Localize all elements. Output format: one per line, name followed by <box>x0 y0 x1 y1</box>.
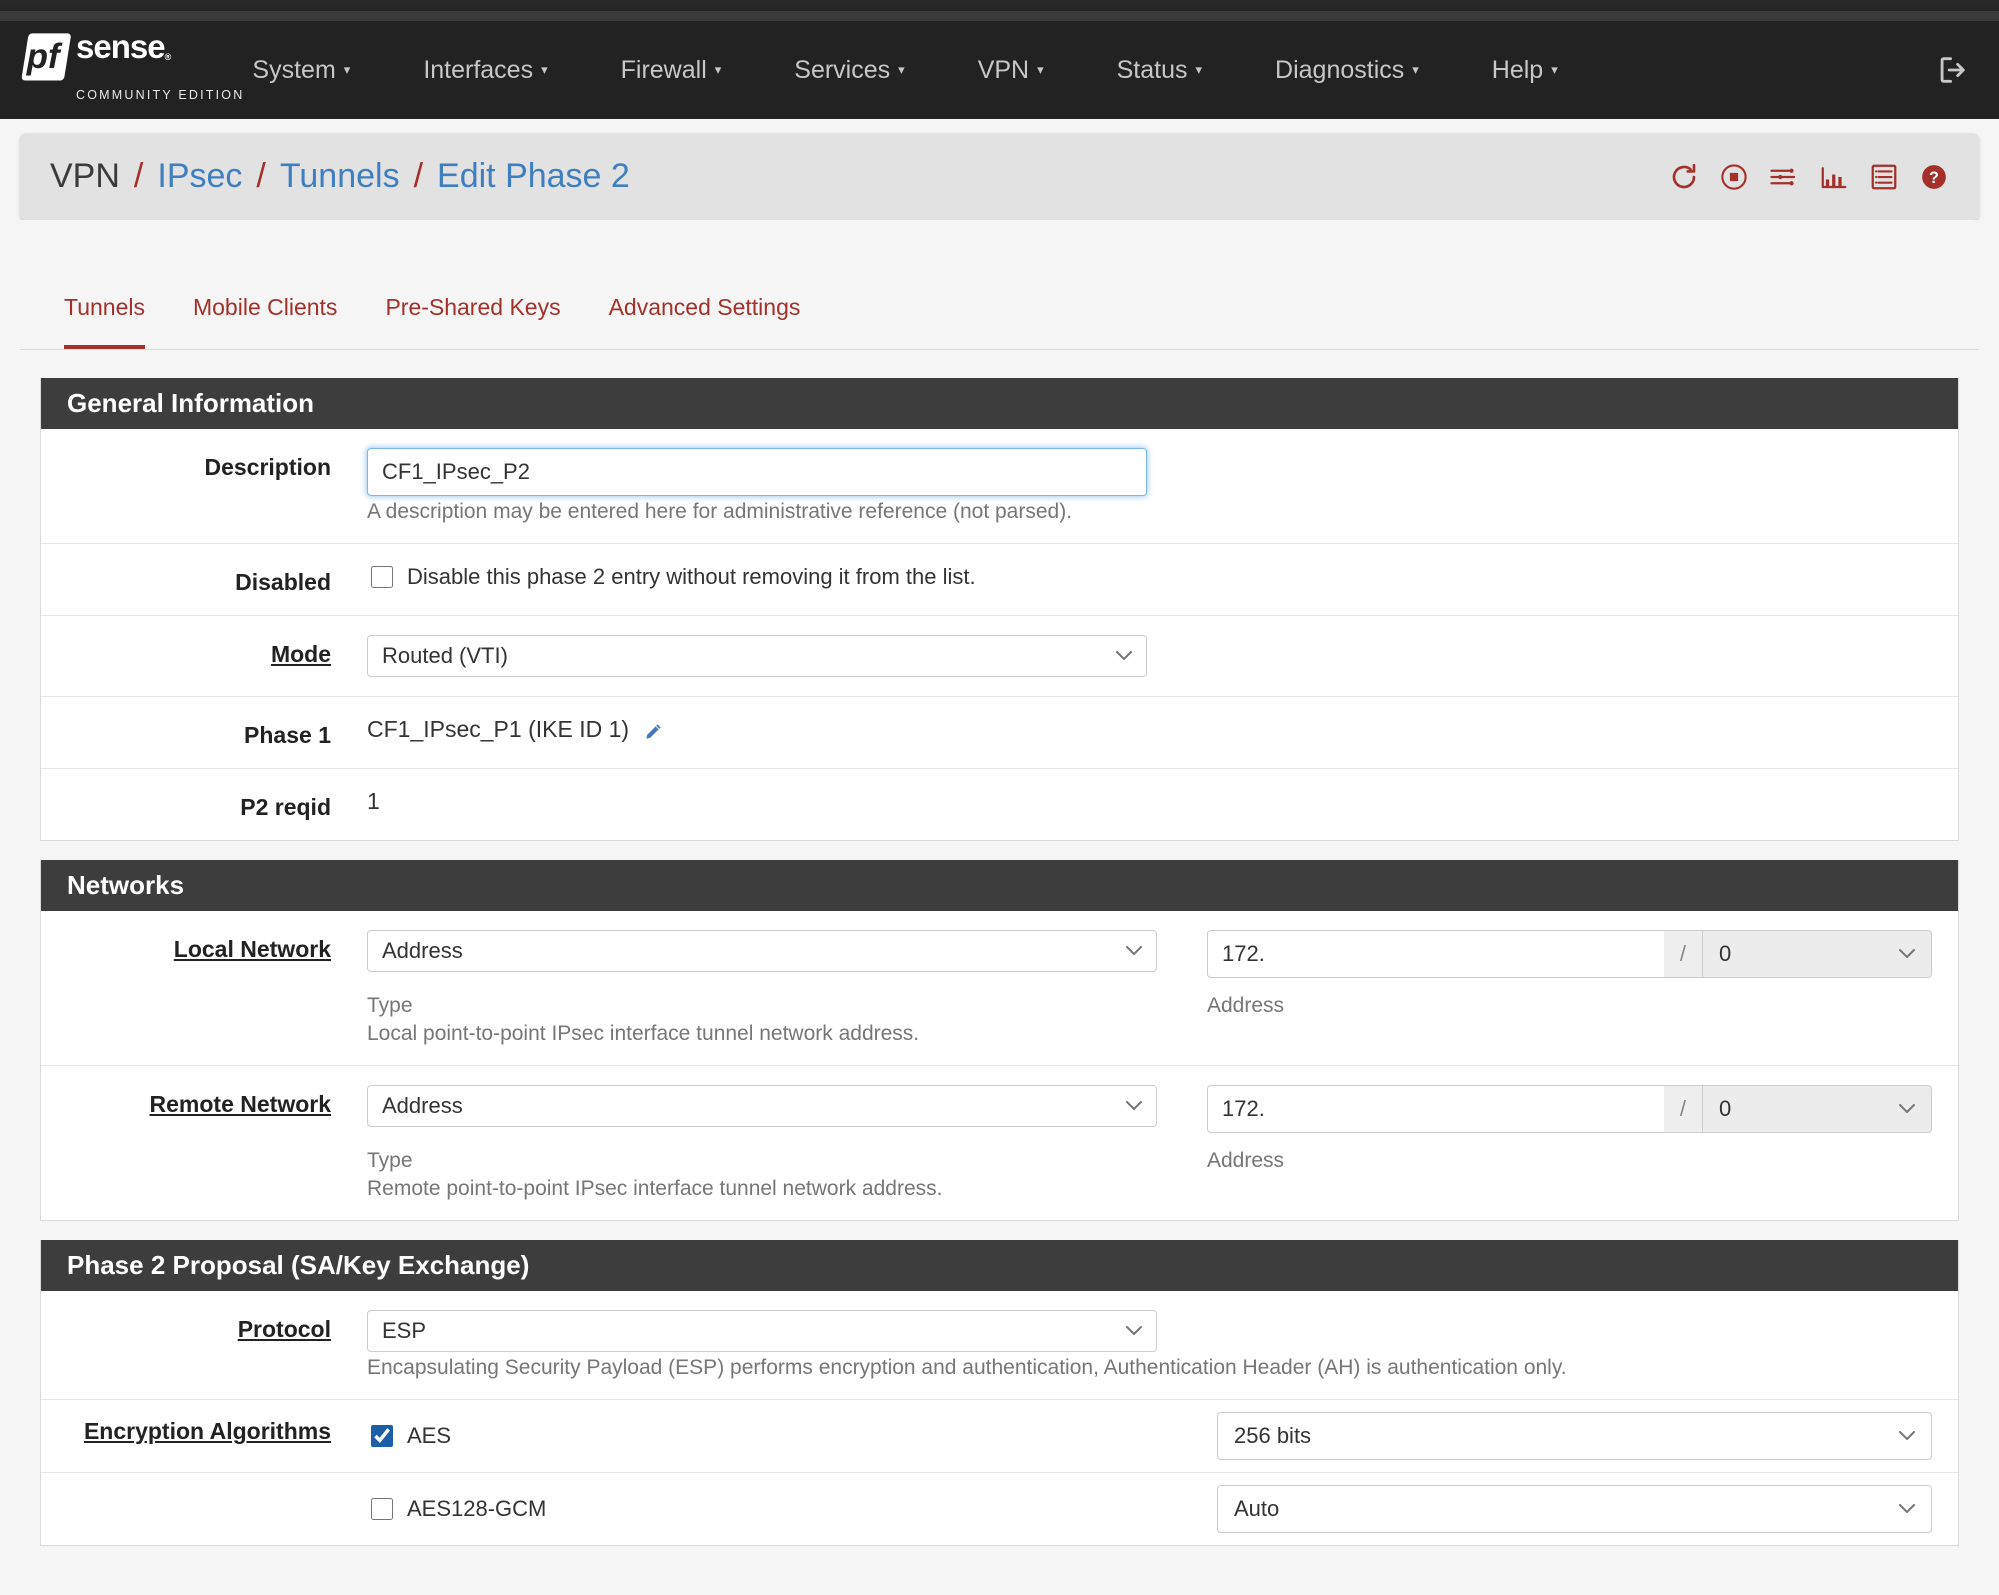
svg-text:pf: pf <box>26 38 63 76</box>
svg-text:?: ? <box>1929 169 1939 187</box>
